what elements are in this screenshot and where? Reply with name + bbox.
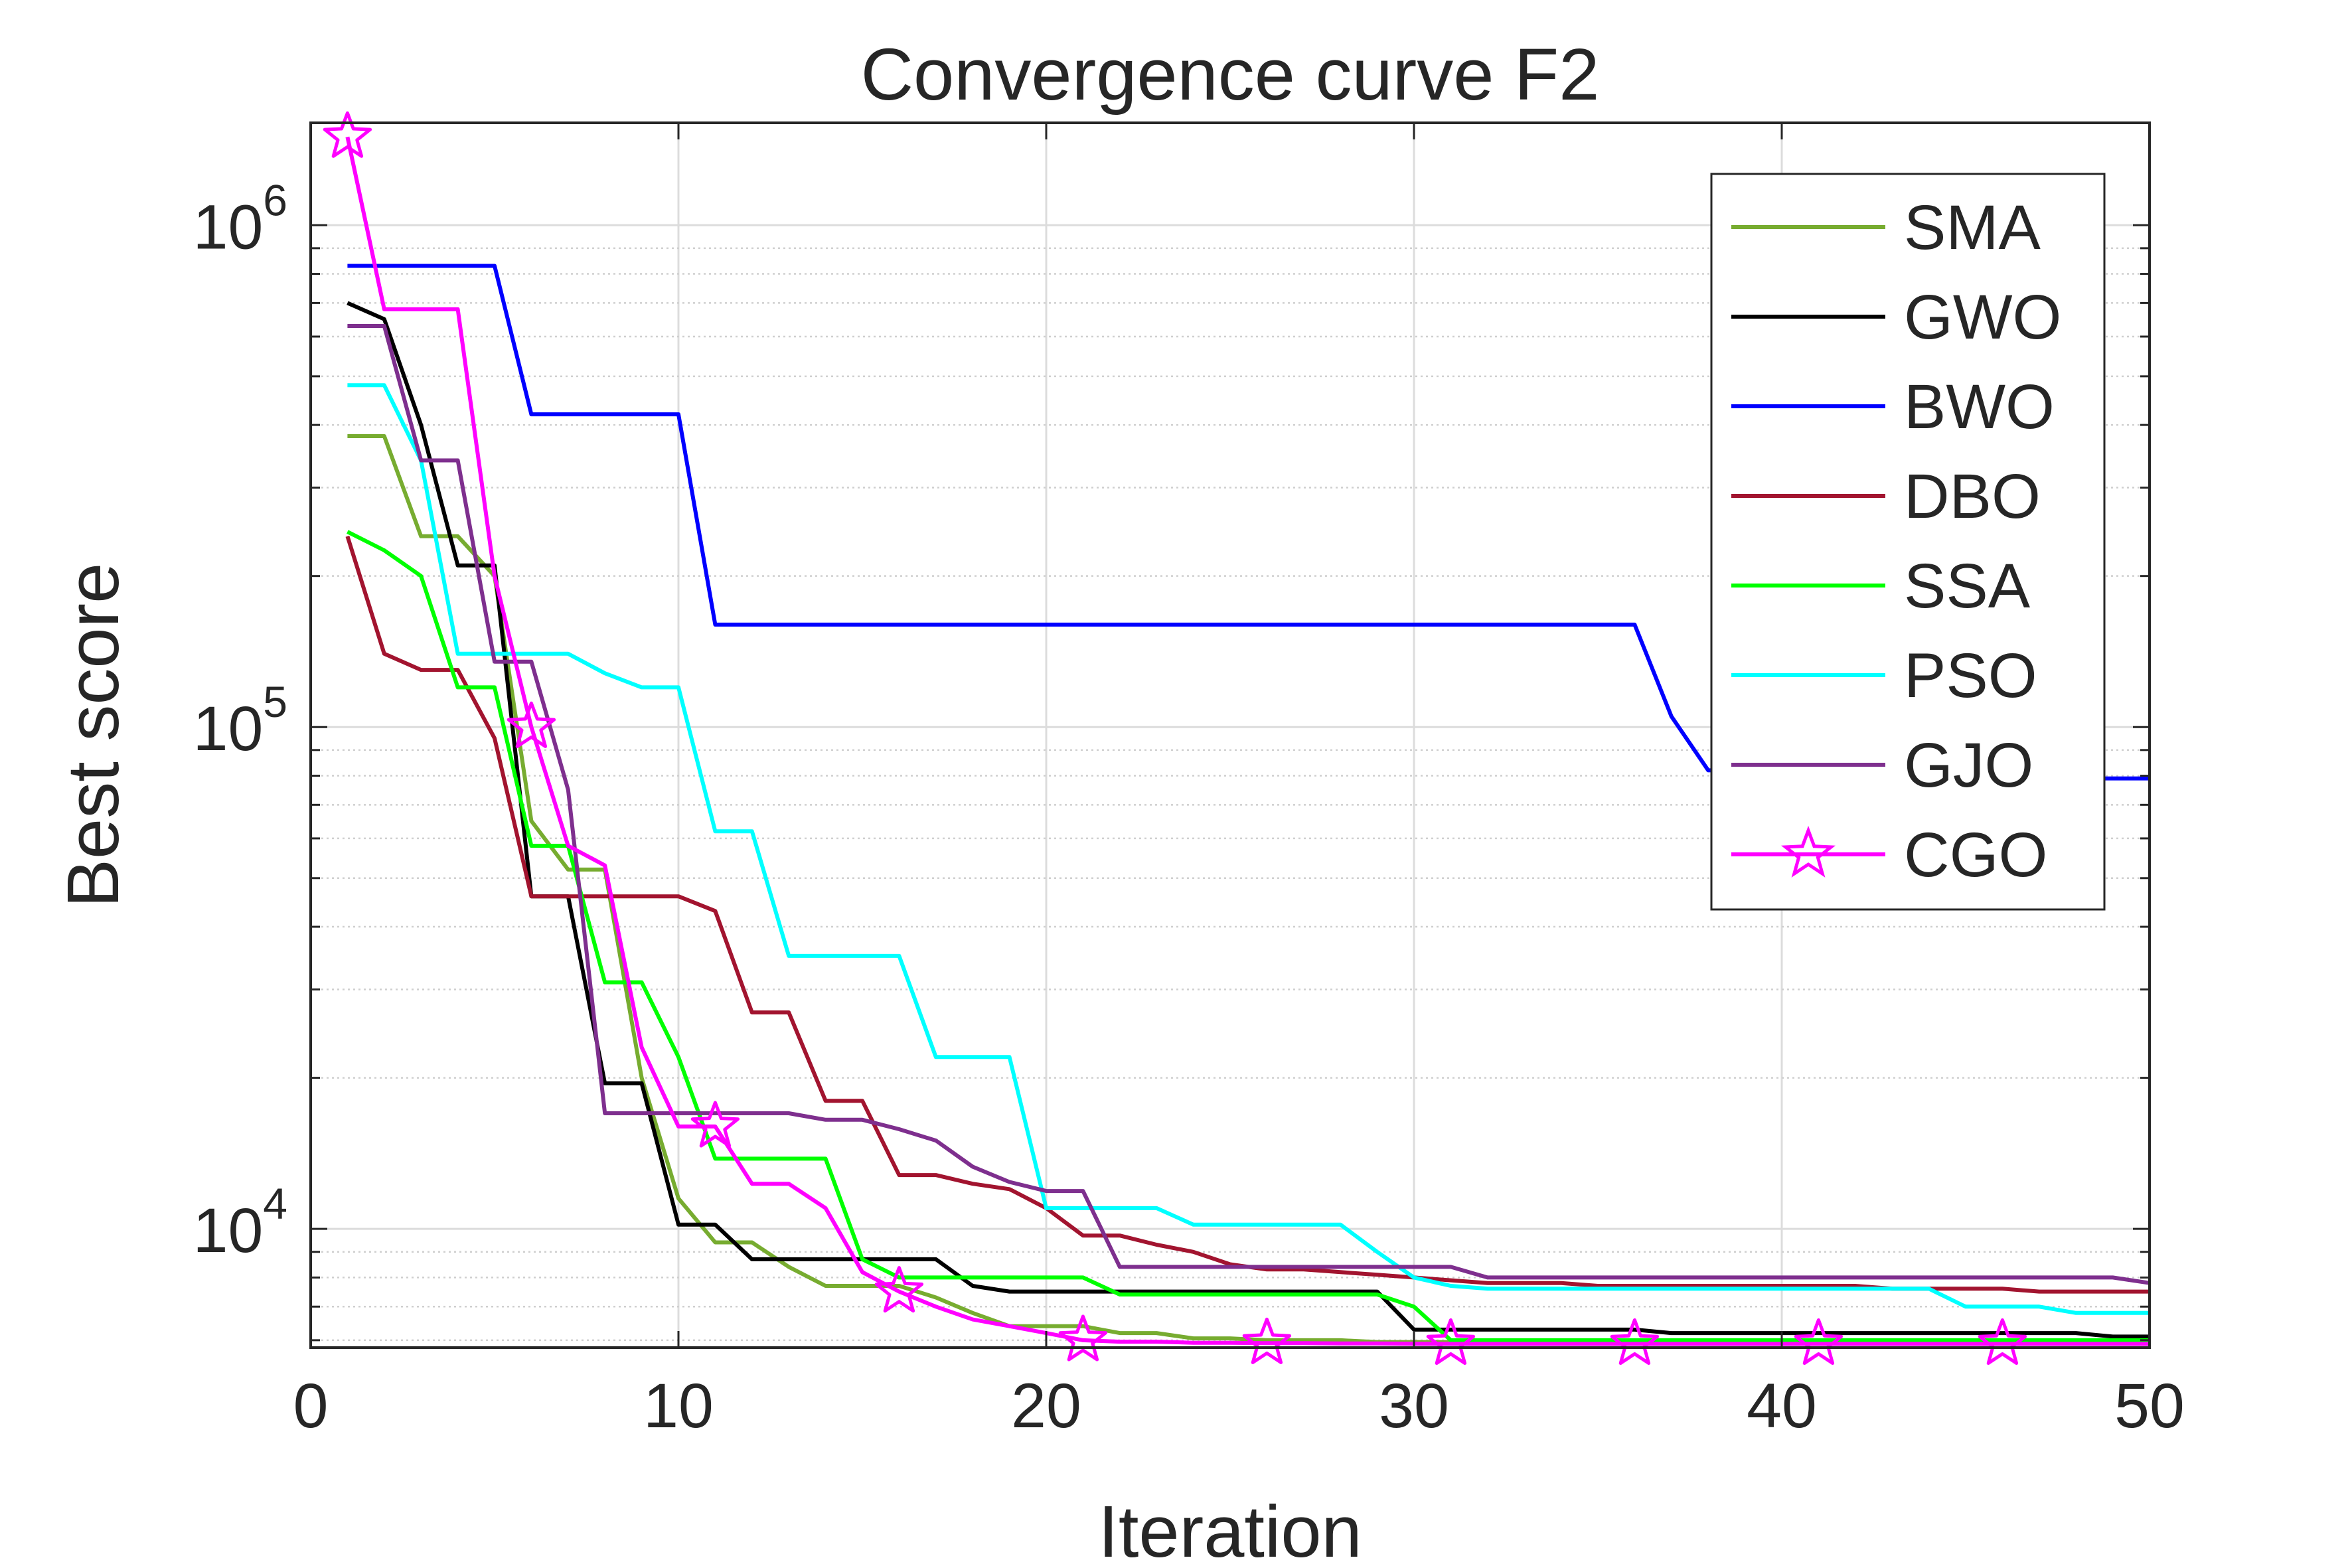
axis-ticks <box>309 123 2151 1348</box>
chart-title: Convergence curve F2 <box>861 34 1600 116</box>
series-line-cgo <box>345 136 2150 1346</box>
x-tick-labels: 0 10 20 30 40 50 <box>293 1371 2185 1441</box>
y-tick-labels: 104 105 106 <box>193 175 287 1266</box>
series-marker-cgo <box>1794 1318 1843 1365</box>
legend-marker-cgo <box>1781 825 1836 878</box>
series-marker-cgo <box>1058 1314 1108 1362</box>
legend-label-gjo: GJO <box>1904 730 2033 801</box>
series-line-pso <box>347 383 2150 1315</box>
y-tick-label: 105 <box>193 677 287 764</box>
series-marker-cgo <box>507 701 556 748</box>
legend: SMA GWO BWO DBO SSA PSO GJO CGO <box>1710 173 2106 911</box>
series-marker-cgo <box>1610 1318 1660 1365</box>
legend-label-bwo: BWO <box>1904 372 2055 442</box>
series-markers <box>323 111 2027 1365</box>
legend-label-ssa: SSA <box>1904 551 2031 621</box>
series-marker-cgo <box>323 111 372 158</box>
legend-box <box>1710 173 2106 911</box>
legend-label-gwo: GWO <box>1904 282 2061 353</box>
legend-label-dbo: DBO <box>1904 461 2041 532</box>
series-line-ssa <box>347 530 2150 1342</box>
x-axis-label: Iteration <box>1098 1491 1362 1568</box>
x-tick-label: 20 <box>1011 1371 1081 1441</box>
legend-label-cgo: CGO <box>1904 820 2047 890</box>
x-tick-label: 10 <box>643 1371 714 1441</box>
x-tick-label: 0 <box>293 1371 329 1441</box>
y-axis-label: Best score <box>52 563 134 908</box>
series-marker-cgo <box>690 1101 740 1148</box>
series-line-gwo <box>347 301 2150 1339</box>
x-tick-label: 30 <box>1379 1371 1449 1441</box>
series-marker-cgo <box>1242 1317 1292 1364</box>
y-tick-label: 106 <box>193 175 287 262</box>
y-tick-label: 104 <box>193 1179 287 1266</box>
series-marker-cgo <box>874 1266 924 1313</box>
x-tick-label: 40 <box>1747 1371 1817 1441</box>
legend-label-sma: SMA <box>1904 193 2041 263</box>
plot-frame <box>309 121 2151 1349</box>
x-tick-label: 50 <box>2114 1371 2185 1441</box>
series-line-gjo <box>347 324 2150 1285</box>
legend-label-pso: PSO <box>1904 641 2037 711</box>
series-marker-cgo <box>1426 1318 1476 1365</box>
series-marker-cgo <box>1978 1318 2027 1365</box>
